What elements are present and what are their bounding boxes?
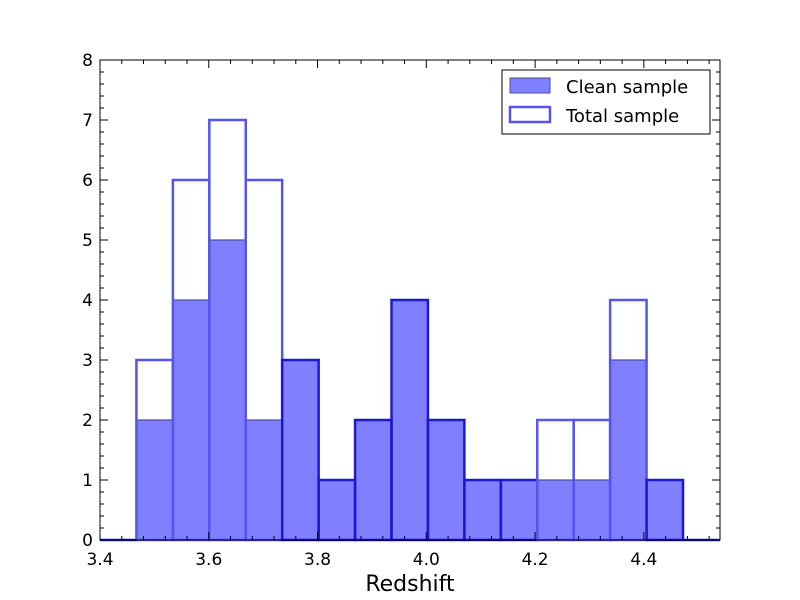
x-tick-label: 4.2 bbox=[522, 550, 549, 570]
y-tick-label: 0 bbox=[82, 531, 93, 551]
y-tick-label: 3 bbox=[82, 351, 93, 371]
bars-layer bbox=[100, 118, 720, 542]
x-tick-label: 3.4 bbox=[86, 550, 113, 570]
y-tick-label: 6 bbox=[82, 171, 93, 191]
clean-bar bbox=[463, 479, 502, 541]
labels-layer: 3.4 3.6 3.8 4.0 4.2 4.4 0 1 2 3 4 5 6 7 8 bbox=[82, 51, 657, 570]
clean-bar bbox=[172, 299, 210, 541]
clean-bar bbox=[645, 479, 684, 541]
clean-bar bbox=[135, 419, 174, 541]
y-tick-label: 7 bbox=[82, 111, 93, 131]
legend-swatch-total bbox=[508, 105, 552, 124]
x-tick-label: 4.4 bbox=[630, 550, 657, 570]
plot-frame bbox=[99, 59, 721, 541]
legend-label-clean: Clean sample bbox=[566, 77, 688, 98]
y-tick-label: 2 bbox=[82, 411, 93, 431]
legend-label-total: Total sample bbox=[565, 106, 679, 127]
clean-bar bbox=[208, 239, 247, 541]
clean-bar bbox=[318, 479, 356, 541]
clean-bar bbox=[500, 479, 538, 541]
x-axis-title: Redshift bbox=[365, 572, 455, 597]
x-tick-label: 4.0 bbox=[413, 550, 440, 570]
clean-bar bbox=[536, 479, 575, 541]
ticks-layer bbox=[99, 59, 720, 541]
clean-bar bbox=[573, 479, 611, 541]
clean-bar bbox=[609, 359, 648, 541]
clean-bar bbox=[390, 299, 429, 541]
legend-swatch-clean bbox=[509, 77, 551, 94]
clean-bar bbox=[427, 419, 465, 541]
y-tick-label: 8 bbox=[82, 51, 93, 71]
x-tick-label: 3.8 bbox=[304, 550, 331, 570]
clean-bar bbox=[281, 359, 320, 541]
clean-bar bbox=[245, 419, 283, 541]
y-tick-label: 5 bbox=[82, 231, 93, 251]
x-tick-label: 3.6 bbox=[195, 550, 222, 570]
clean-bar bbox=[354, 419, 393, 541]
y-tick-label: 1 bbox=[82, 471, 93, 491]
legend: Clean sample Total sample bbox=[501, 69, 711, 135]
y-tick-label: 4 bbox=[82, 291, 93, 311]
